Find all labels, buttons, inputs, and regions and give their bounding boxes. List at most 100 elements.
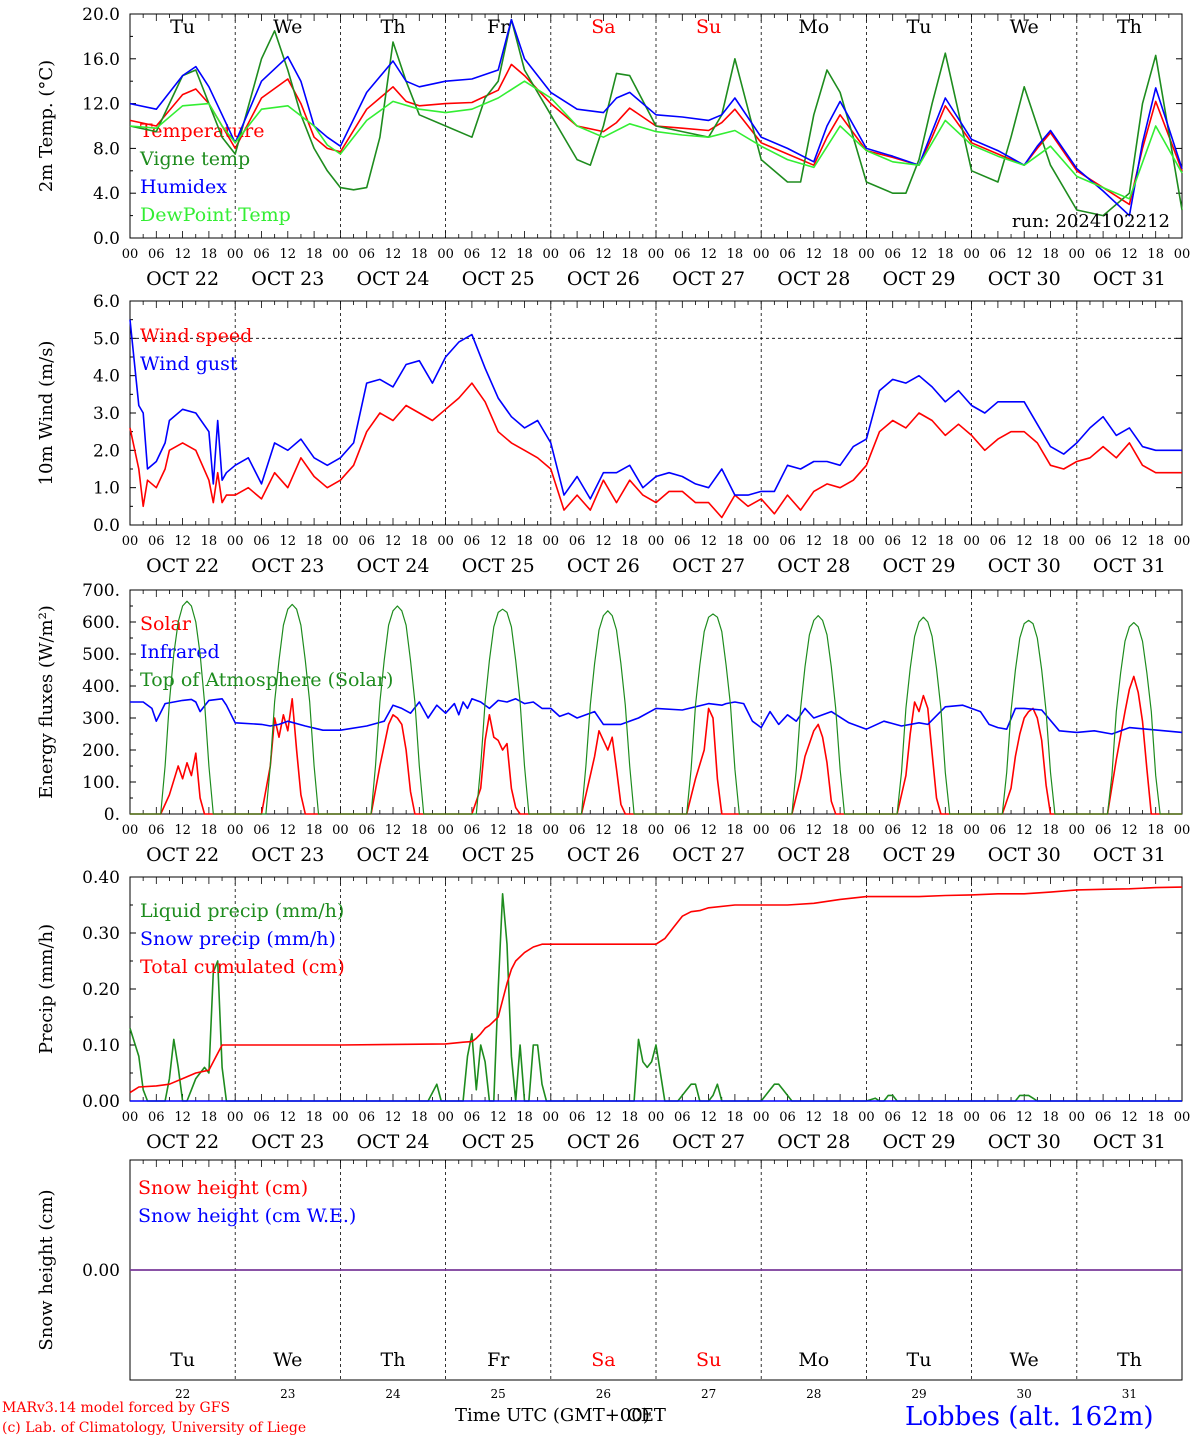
panel-1-date-label: OCT 23 — [251, 268, 324, 290]
panel-3-series-line-2 — [130, 697, 1183, 735]
panel-2-hour-label: 00 — [1069, 534, 1086, 549]
panel-4-hour-label: 18 — [1042, 1110, 1059, 1125]
panel-2-hour-label: 18 — [937, 534, 954, 549]
panel-1-hour-label: 18 — [727, 247, 744, 262]
panel-3-hour-label: 12 — [490, 823, 507, 838]
panel-2-hour-label: 00 — [122, 534, 139, 549]
panel-4-hour-label: 18 — [727, 1110, 744, 1125]
x-axis-title-overlay: CET — [627, 1405, 666, 1426]
panel-1-y-axis-title: 2m Temp. (°C) — [36, 60, 57, 192]
panel-1-y-tick-label: 20.0 — [82, 5, 120, 25]
day-number: 22 — [175, 1387, 190, 1401]
panel-3-legend-entry-3: Top of Atmosphere (Solar) — [140, 669, 393, 691]
panel-4-hour-label: 00 — [1069, 1110, 1086, 1125]
panel-3-hour-label: 00 — [1174, 823, 1191, 838]
panel-3-hour-label: 18 — [516, 823, 533, 838]
panel-4-legend-entry-1: Liquid precip (mm/h) — [140, 900, 344, 922]
station-name: Lobbes (alt. 162m) — [905, 1402, 1154, 1432]
panel-1-date-label: OCT 28 — [777, 268, 850, 290]
panel-1-date-label: OCT 31 — [1093, 268, 1166, 290]
panel-2-hour-label: 00 — [858, 534, 875, 549]
panel-4-hour-label: 12 — [1121, 1110, 1138, 1125]
panel-2-date-label: OCT 30 — [988, 555, 1061, 577]
panel-4-hour-label: 00 — [437, 1110, 454, 1125]
panel-1-hour-label: 00 — [332, 247, 349, 262]
panel-1-series-line-1 — [129, 63, 1183, 206]
panel-1-hour-label: 12 — [280, 247, 297, 262]
panel-1-hour-label: 06 — [569, 247, 586, 262]
panel-3-hour-label: 06 — [990, 823, 1007, 838]
panel-4-hour-label: 06 — [464, 1110, 481, 1125]
panel-3-hour-label: 18 — [727, 823, 744, 838]
day-name-top: We — [273, 16, 302, 38]
panel-1-hour-label: 06 — [253, 247, 270, 262]
panel-3-hour-label: 12 — [1016, 823, 1033, 838]
panel-4-hour-label: 18 — [832, 1110, 849, 1125]
panel-2-hour-label: 12 — [595, 534, 612, 549]
panel-3-y-tick-label: 200. — [82, 741, 120, 761]
panel-2-hour-label: 18 — [201, 534, 218, 549]
panel-4-date-label: OCT 28 — [777, 1131, 850, 1153]
panel-3-legend-entry-2: Infrared — [140, 641, 220, 663]
panel-3-date-label: OCT 30 — [988, 844, 1061, 866]
panel-1-hour-label: 18 — [937, 247, 954, 262]
panel-3-hour-label: 18 — [306, 823, 323, 838]
panel-1-hour-label: 12 — [911, 247, 928, 262]
day-name-top: Tu — [907, 16, 932, 38]
panel-1-hour-label: 18 — [1042, 247, 1059, 262]
panel-2-y-axis-title: 10m Wind (m/s) — [36, 341, 57, 486]
panel-1-date-label: OCT 25 — [462, 268, 535, 290]
panel-2-date-label: OCT 27 — [672, 555, 745, 577]
panel-2-hour-label: 12 — [280, 534, 297, 549]
panel-1-hour-label: 00 — [648, 247, 665, 262]
panel-4-hour-label: 06 — [990, 1110, 1007, 1125]
panel-4-y-tick-label: 0.30 — [82, 924, 120, 944]
panel-3-hour-label: 06 — [674, 823, 691, 838]
day-number: 24 — [385, 1387, 401, 1401]
day-number: 23 — [280, 1387, 295, 1401]
day-number: 29 — [911, 1387, 926, 1401]
panel-1-hour-label: 12 — [806, 247, 823, 262]
panel-4-date-label: OCT 24 — [356, 1131, 429, 1153]
panel-1-hour-label: 18 — [201, 247, 218, 262]
panel-4-hour-label: 06 — [569, 1110, 586, 1125]
panel-1-hour-label: 00 — [963, 247, 980, 262]
panel-4-hour-label: 06 — [358, 1110, 375, 1125]
panel-1-hour-label: 18 — [1147, 247, 1164, 262]
panel-4-hour-label: 06 — [253, 1110, 270, 1125]
panel-4-date-label: OCT 31 — [1093, 1131, 1166, 1153]
panel-1-hour-label: 00 — [753, 247, 770, 262]
panel-3-hour-label: 06 — [253, 823, 270, 838]
panel-3-hour-label: 18 — [411, 823, 428, 838]
panel-2-hour-label: 12 — [1016, 534, 1033, 549]
panel-2-y-tick-label: 2.0 — [93, 441, 120, 461]
panel-4-hour-label: 06 — [779, 1110, 796, 1125]
panel-3-hour-label: 12 — [280, 823, 297, 838]
panel-2-hour-label: 06 — [358, 534, 375, 549]
panel-4-hour-label: 18 — [621, 1110, 638, 1125]
panel-4-hour-label: 00 — [332, 1110, 349, 1125]
panel-1-hour-label: 06 — [674, 247, 691, 262]
panel-3-y-tick-label: 100. — [82, 773, 120, 793]
panel-1-hour-label: 18 — [832, 247, 849, 262]
panel-2-hour-label: 06 — [779, 534, 796, 549]
panel-4-y-axis-title: Precip (mm/h) — [36, 924, 57, 1054]
panel-2-y-tick-label: 1.0 — [93, 479, 120, 499]
panel-1-date-label: OCT 26 — [567, 268, 640, 290]
panel-5-legend-entry-2: Snow height (cm W.E.) — [138, 1205, 356, 1227]
panel-3-y-tick-label: 300. — [82, 709, 120, 729]
panel-1-y-tick-label: 8.0 — [93, 139, 120, 159]
panel-4-hour-label: 18 — [306, 1110, 323, 1125]
panel-3-hour-label: 06 — [1095, 823, 1112, 838]
panel-4-hour-label: 12 — [490, 1110, 507, 1125]
panel-3-hour-label: 06 — [148, 823, 165, 838]
panel-4-hour-label: 12 — [911, 1110, 928, 1125]
panel-3-date-label: OCT 31 — [1093, 844, 1166, 866]
panel-1-hour-label: 00 — [543, 247, 560, 262]
panel-3-hour-label: 12 — [595, 823, 612, 838]
panel-3-series-line-3 — [130, 600, 1182, 815]
panel-4-legend-entry-2: Snow precip (mm/h) — [140, 928, 336, 950]
panel-2-hour-label: 00 — [753, 534, 770, 549]
panel-1-legend-entry-2: Vigne temp — [139, 148, 250, 170]
panel-1-series-line-2 — [129, 18, 1183, 217]
